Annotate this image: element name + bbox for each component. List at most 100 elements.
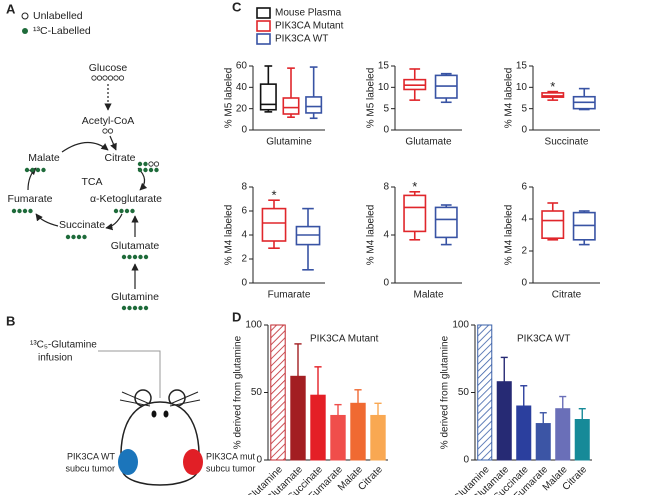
carbon-labelled: [65, 234, 71, 240]
y-tick-label: 0: [521, 278, 527, 289]
bar: [310, 394, 326, 461]
bar: [290, 375, 306, 461]
carbon-labelled: [138, 305, 143, 311]
carbon-unlabelled: [102, 128, 108, 134]
carbon-unlabelled: [107, 75, 114, 81]
bar: [350, 402, 366, 461]
carbon-labelled: [143, 161, 148, 167]
bar: [574, 419, 590, 461]
y-tick-label: 8: [241, 182, 247, 193]
carbon-labelled: [30, 167, 35, 173]
chart-title: PIK3CA WT: [517, 334, 570, 345]
y-tick-label: 2: [241, 254, 247, 265]
y-tick-label: 0: [241, 125, 247, 136]
carbon-labelled: [127, 305, 132, 311]
carbon-labelled: [35, 167, 41, 173]
y-tick-label: 50: [458, 387, 470, 398]
carbon-labelled: [138, 254, 143, 260]
carbon-labelled: [124, 208, 130, 214]
legend-swatch: [256, 33, 271, 45]
box: [282, 97, 300, 115]
carbon-labelled: [82, 234, 87, 240]
tumor-mut: [183, 449, 203, 475]
legend-label: ¹³C-Labelled: [33, 25, 91, 37]
y-tick-label: 20: [236, 103, 248, 114]
significance: *: [271, 188, 276, 203]
carbon-unlabelled: [91, 75, 97, 81]
carbon-unlabelled: [118, 75, 125, 81]
carbon-unlabelled: [113, 75, 119, 81]
carbon-unlabelled: [96, 75, 103, 81]
carbon-labelled: [119, 208, 124, 214]
y-tick-label: 5: [521, 103, 527, 114]
carbon-labelled: [143, 254, 149, 260]
carbon-labelled: [71, 234, 76, 240]
legend-filled-dot: [22, 28, 28, 34]
x-category-label: Fumarate: [268, 290, 311, 301]
y-axis-label: % derived from glutamine: [440, 335, 451, 449]
tumor-label: PIK3CA mut: [206, 451, 256, 461]
infusion-label: ¹³C₅-Glutamine: [30, 340, 97, 351]
y-tick-label: 0: [383, 125, 389, 136]
y-axis-label: % M4 labeled: [366, 205, 377, 266]
x-category-label: Citrate: [552, 290, 582, 301]
y-tick-label: 10: [516, 82, 528, 93]
tumor-label: PIK3CA WT: [67, 451, 116, 461]
box: [541, 92, 565, 98]
y-axis-label: % derived from glutamine: [233, 335, 244, 449]
x-category-label: Malate: [413, 290, 443, 301]
bar: [270, 324, 286, 461]
legend-label: Unlabelled: [33, 10, 83, 22]
box: [261, 207, 287, 242]
y-tick-label: 0: [256, 455, 262, 466]
panel-label: A: [6, 1, 16, 16]
y-tick-label: 15: [516, 61, 528, 72]
bar: [496, 381, 512, 461]
chart-title: PIK3CA Mutant: [310, 334, 379, 345]
infusion-label: infusion: [38, 353, 72, 364]
y-tick-label: 8: [383, 182, 389, 193]
carbon-labelled: [41, 167, 46, 173]
carbon-unlabelled: [107, 128, 114, 134]
metabolite: Glutamine: [111, 291, 159, 303]
metabolite: Succinate: [59, 219, 105, 231]
tumor-wt: [118, 449, 138, 475]
y-tick-label: 100: [245, 320, 262, 331]
y-axis-label: % M4 labeled: [504, 68, 515, 129]
arrow: [61, 141, 109, 153]
legend-label: Mouse Plasma: [275, 8, 342, 19]
y-tick-label: 60: [236, 61, 248, 72]
carbon-labelled: [154, 167, 159, 173]
legend-swatch: [256, 7, 271, 19]
x-category-label: Glutamate: [405, 137, 452, 148]
bar: [370, 414, 386, 461]
box: [305, 96, 323, 114]
metabolite: Glucose: [89, 62, 128, 74]
significance: *: [550, 79, 555, 94]
carbon-labelled: [137, 167, 143, 173]
bar: [330, 414, 346, 461]
metabolite: Glutamate: [111, 240, 160, 252]
carbon-labelled: [17, 208, 22, 214]
box: [434, 206, 458, 239]
y-axis-label: % M5 labeled: [366, 68, 377, 129]
y-tick-label: 100: [452, 320, 469, 331]
significance: *: [412, 179, 417, 194]
carbon-unlabelled: [102, 75, 108, 81]
y-tick-label: 0: [241, 278, 247, 289]
y-tick-label: 6: [521, 182, 527, 193]
panel-label: B: [6, 313, 15, 328]
bar: [516, 405, 532, 461]
legend-label: PIK3CA Mutant: [275, 21, 344, 32]
y-axis-label: % M4 labeled: [504, 205, 515, 266]
arrow: [105, 213, 123, 231]
y-tick-label: 50: [251, 387, 263, 398]
carbon-labelled: [121, 254, 127, 260]
y-tick-label: 0: [383, 278, 389, 289]
x-category-label: Succinate: [545, 137, 589, 148]
carbon-labelled: [132, 254, 138, 260]
bar: [555, 408, 571, 461]
metabolite: Acetyl-CoA: [82, 115, 135, 127]
panel-label: D: [232, 309, 241, 324]
